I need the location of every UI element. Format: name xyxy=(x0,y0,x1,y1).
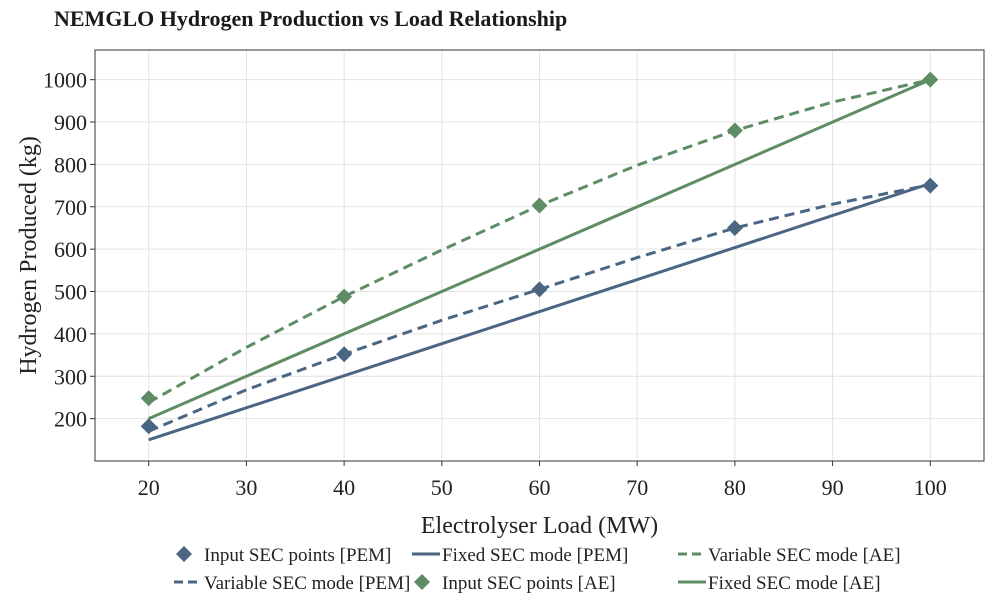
marker-input-sec-points-ae xyxy=(922,71,939,88)
x-tick-label: 90 xyxy=(822,475,844,500)
legend-item-fixed-sec-mode-ae: Fixed SEC mode [AE] xyxy=(678,573,881,594)
marker-input-sec-points-ae xyxy=(336,288,353,305)
y-tick-label: 800 xyxy=(54,152,87,177)
y-tick-label: 200 xyxy=(54,407,87,432)
legend-item-input-sec-points-ae: Input SEC points [AE] xyxy=(414,573,616,594)
x-tick-label: 100 xyxy=(914,475,947,500)
legend-swatch xyxy=(414,574,430,590)
legend-label: Fixed SEC mode [AE] xyxy=(708,573,881,594)
x-tick-label: 80 xyxy=(724,475,746,500)
legend-label: Variable SEC mode [AE] xyxy=(708,545,901,566)
legend: Input SEC points [PEM] Variable SEC mode … xyxy=(174,545,901,594)
legend-item-variable-sec-mode-ae: Variable SEC mode [AE] xyxy=(678,545,901,566)
legend-swatch xyxy=(176,546,192,562)
y-tick-label: 400 xyxy=(54,322,87,347)
legend-label: Fixed SEC mode [PEM] xyxy=(442,545,628,566)
y-tick-label: 500 xyxy=(54,280,87,305)
chart-title: NEMGLO Hydrogen Production vs Load Relat… xyxy=(54,6,568,31)
y-axis-title: Hydrogen Produced (kg) xyxy=(16,136,42,375)
ticks-layer: 20 30 40 50 60 70 80 90 100 200 300 400 500 600 700 800… xyxy=(43,68,947,500)
series-layer xyxy=(140,71,939,442)
legend-label: Input SEC points [AE] xyxy=(442,573,616,594)
marker-input-sec-points-pem xyxy=(336,346,353,363)
x-tick-label: 30 xyxy=(235,475,257,500)
x-tick-label: 40 xyxy=(333,475,355,500)
marker-input-sec-points-pem xyxy=(922,177,939,194)
x-axis-title: Electrolyser Load (MW) xyxy=(421,513,658,539)
legend-item-fixed-sec-mode-pem: Fixed SEC mode [PEM] xyxy=(412,545,628,566)
y-tick-label: 700 xyxy=(54,195,87,220)
x-tick-label: 60 xyxy=(529,475,551,500)
line-fixed-sec-mode-pem xyxy=(148,182,931,442)
y-tick-label: 300 xyxy=(54,364,87,389)
x-tick-label: 50 xyxy=(431,475,453,500)
marker-input-sec-points-ae xyxy=(726,122,743,139)
y-tick-label: 600 xyxy=(54,237,87,262)
y-tick-label: 1000 xyxy=(43,68,87,93)
x-tick-label: 20 xyxy=(138,475,160,500)
legend-item-variable-sec-mode-pem: Variable SEC mode [PEM] xyxy=(174,573,410,594)
legend-label: Input SEC points [PEM] xyxy=(204,545,391,566)
line-fixed-sec-mode-ae xyxy=(148,78,931,420)
marker-input-sec-points-ae xyxy=(140,390,157,407)
legend-item-input-sec-points-pem: Input SEC points [PEM] xyxy=(176,545,391,566)
x-tick-label: 70 xyxy=(626,475,648,500)
marker-input-sec-points-pem xyxy=(531,281,548,298)
marker-input-sec-points-pem xyxy=(726,219,743,236)
marker-input-sec-points-pem xyxy=(140,418,157,435)
grid-layer xyxy=(95,50,984,461)
legend-label: Variable SEC mode [PEM] xyxy=(204,573,410,594)
y-tick-label: 900 xyxy=(54,110,87,135)
marker-input-sec-points-ae xyxy=(531,197,548,214)
